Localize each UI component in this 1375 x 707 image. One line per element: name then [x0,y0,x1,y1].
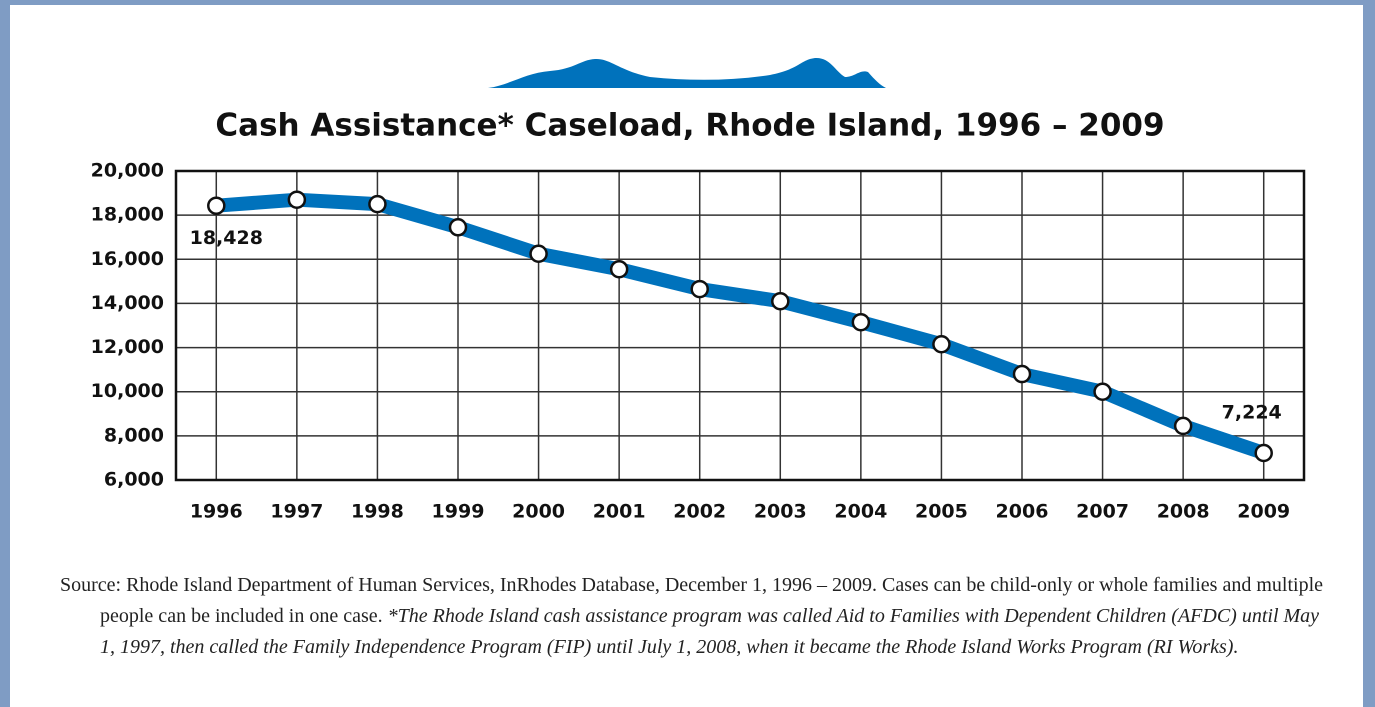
marker [851,312,871,332]
x-tick-label: 2001 [593,501,646,523]
x-tick-label: 1999 [432,501,485,523]
y-tick-label: 18,000 [91,204,164,226]
value-label: 18,428 [190,227,263,249]
x-tick-label: 2000 [512,501,565,523]
x-tick-label: 2009 [1237,501,1290,523]
y-tick-label: 20,000 [91,160,164,182]
x-tick-label: 2002 [673,501,726,523]
marker [932,335,951,354]
marker [1093,382,1112,401]
chart: Cash Assistance* Caseload, Rhode Island,… [91,57,1306,523]
marker [690,279,709,299]
marker [529,244,548,264]
x-tick-label: 2006 [996,501,1049,523]
y-tick-label: 12,000 [91,336,164,358]
marker [1173,416,1193,436]
marker [207,196,226,215]
marker [609,259,629,279]
source-note: Source: Rhode Island Department of Human… [60,570,1335,663]
wave-ornament [488,57,886,88]
x-tick-label: 2007 [1076,501,1129,523]
marker [287,190,307,209]
y-tick-label: 8,000 [104,424,164,446]
y-tick-label: 10,000 [91,380,164,402]
x-tick-label: 2008 [1157,501,1210,523]
marker [368,194,387,214]
marker [771,291,790,311]
line [209,192,1271,460]
y-tick-label: 14,000 [91,292,164,314]
marker [1254,443,1273,463]
value-label: 7,224 [1222,401,1282,423]
x-tick-label: 1997 [270,501,323,523]
y-tick-label: 6,000 [104,469,164,491]
x-tick-label: 2003 [754,501,807,523]
footnote: *The Rhode Island cash assistance progra… [100,605,1320,658]
source: Source: Rhode Island Department of Human… [60,574,1323,627]
x-tick-label: 2004 [834,501,887,523]
y-tick-label: 16,000 [91,248,164,270]
x-tick-label: 2005 [915,501,968,523]
x-tick-label: 1998 [351,501,404,523]
marker [448,218,468,237]
marker [1012,364,1032,384]
plot-frame [174,169,1306,482]
x-tick-label: 1996 [190,501,243,523]
frame: Cash Assistance* Caseload, Rhode Island,… [10,5,1363,707]
chart-title: Cash Assistance* Caseload, Rhode Island,… [215,108,1164,144]
